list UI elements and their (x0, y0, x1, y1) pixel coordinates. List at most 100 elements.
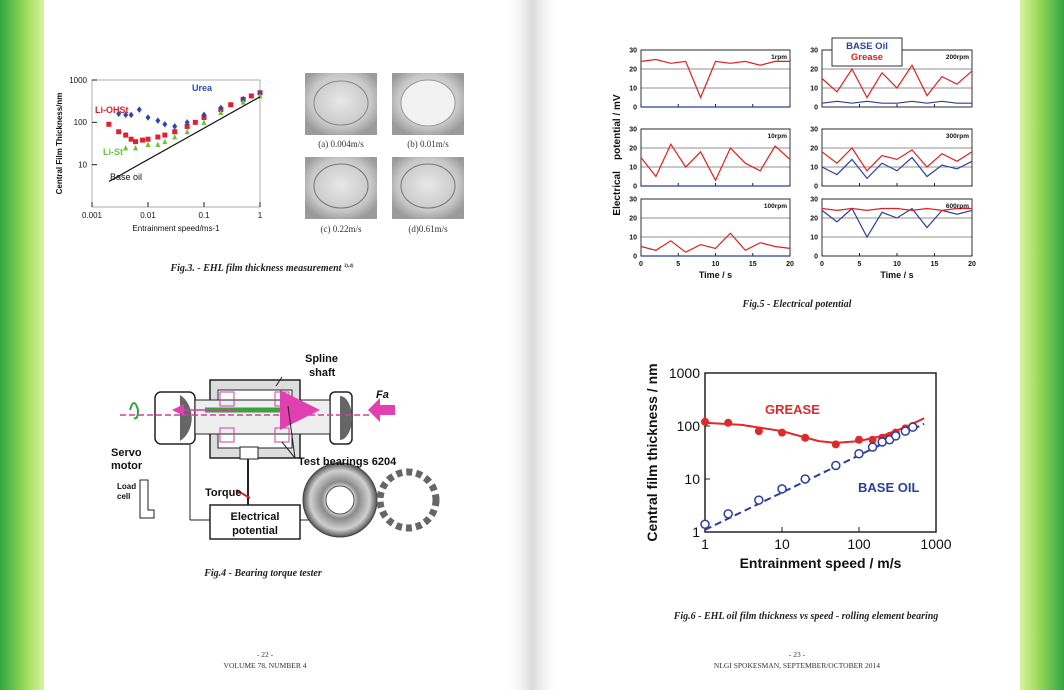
y-tick-label: 30 (810, 127, 818, 134)
marker (133, 144, 139, 151)
y-tick-label: 0 (633, 254, 637, 261)
fig4-diagram: Spline shaft Fa Servo motor Load cell Te… (111, 353, 440, 540)
marker (136, 106, 142, 113)
x-tick-label: 10 (774, 536, 790, 552)
y-tick-label: 10 (629, 86, 637, 93)
marker (172, 123, 178, 130)
marker (184, 123, 190, 129)
y-tick-label: 0 (633, 105, 637, 112)
series-label: BASE OIL (858, 480, 919, 495)
y-tick-label: 0 (814, 184, 818, 191)
x-tick-label: 0 (820, 261, 824, 268)
y-axis-label: Electrical potential / mV (612, 94, 623, 215)
marker (867, 442, 878, 452)
panel-frame (821, 128, 973, 187)
signal-trace (640, 58, 790, 100)
marker (855, 435, 863, 444)
diagram-label: Electrical (231, 511, 280, 523)
marker (116, 129, 122, 135)
diagram-label: Load (117, 482, 136, 491)
marker (145, 141, 151, 147)
footer: NLGI SPOKESMAN, SEPTEMBER/OCTOBER 2014 (714, 661, 880, 670)
caption: Fig.6 - EHL oil film thickness vs speed … (673, 611, 939, 622)
marker (106, 121, 112, 127)
x-tick-label: 0.1 (198, 211, 210, 220)
marker (172, 134, 178, 140)
y-tick-label: 20 (629, 216, 637, 223)
marker (201, 119, 207, 125)
marker (140, 137, 146, 143)
marker (162, 138, 168, 145)
panel-label: 1rpm (771, 54, 787, 61)
diagram-label: Test bearings 6204 (298, 456, 397, 468)
x-tick-label: 20 (786, 261, 794, 268)
folio: - 23 - (789, 650, 806, 659)
marker (162, 132, 168, 138)
marker (172, 129, 178, 135)
signal-trace (640, 232, 791, 253)
marker (184, 128, 190, 135)
diagram-label: potential (232, 525, 278, 537)
y-tick-label: 30 (810, 197, 818, 204)
marker (192, 119, 198, 125)
x-tick-label: 10 (712, 261, 720, 268)
series-label: Li-St (103, 147, 123, 157)
x-tick-label: 100 (847, 536, 871, 552)
series-label: Base oil (110, 172, 142, 182)
caption: Fig.3. - EHL film thickness measurement … (169, 263, 353, 274)
x-tick-label: 1 (701, 536, 709, 552)
x-tick-label: 0.01 (140, 211, 156, 220)
marker (778, 428, 786, 437)
y-tick-label: 10 (684, 471, 700, 487)
y-tick-label: 10 (629, 235, 637, 242)
y-tick-label: 20 (629, 146, 637, 153)
panel-label: 10rpm (767, 133, 787, 140)
left-border (0, 0, 44, 690)
y-tick-label: 30 (629, 48, 637, 55)
marker (201, 111, 207, 119)
signal-trace (821, 147, 973, 172)
right-border (1020, 0, 1064, 690)
folio: - 22 - (257, 650, 274, 659)
x-axis-label: Entrainment speed/ms-1 (132, 224, 220, 233)
photo-caption: (a) 0.004m/s (318, 139, 364, 149)
marker (701, 417, 709, 426)
x-tick-label: 10 (893, 261, 901, 268)
marker (831, 460, 841, 471)
diagram-label: Servo (111, 447, 142, 459)
y-axis-label: Central Film Thickness/nm (55, 93, 64, 195)
x-tick-label: 1 (258, 211, 263, 220)
marker (868, 435, 877, 444)
marker (800, 474, 810, 484)
diagram-label: motor (111, 460, 143, 472)
panel-frame (640, 128, 791, 187)
y-tick-label: 20 (810, 67, 818, 74)
marker (723, 509, 733, 519)
y-tick-label: 20 (629, 67, 637, 74)
marker (900, 426, 911, 436)
panel-label: 300rpm (946, 133, 969, 140)
marker (248, 93, 254, 99)
marker (890, 431, 901, 441)
diagram-label: shaft (309, 367, 336, 379)
caption: Fig.4 - Bearing torque tester (203, 568, 322, 579)
x-tick-label: 15 (749, 261, 757, 268)
y-tick-label: 10 (810, 165, 818, 172)
x-tick-label: 5 (858, 261, 862, 268)
series-label: Li-OHSt (95, 105, 129, 115)
signal-trace (821, 156, 973, 180)
footer: VOLUME 78, NUMBER 4 (224, 661, 307, 670)
diagram-label: Torque (205, 487, 241, 499)
y-tick-label: 0 (633, 184, 637, 191)
x-tick-label: 1000 (920, 536, 951, 552)
caption-text: Fig.3. - EHL film thickness measurement (169, 263, 342, 274)
marker (145, 136, 151, 142)
marker (754, 427, 763, 436)
y-tick-label: 100 (74, 118, 88, 127)
marker (700, 519, 710, 530)
marker (240, 99, 246, 105)
series-line (108, 96, 261, 183)
marker (155, 134, 161, 140)
marker (831, 440, 840, 449)
